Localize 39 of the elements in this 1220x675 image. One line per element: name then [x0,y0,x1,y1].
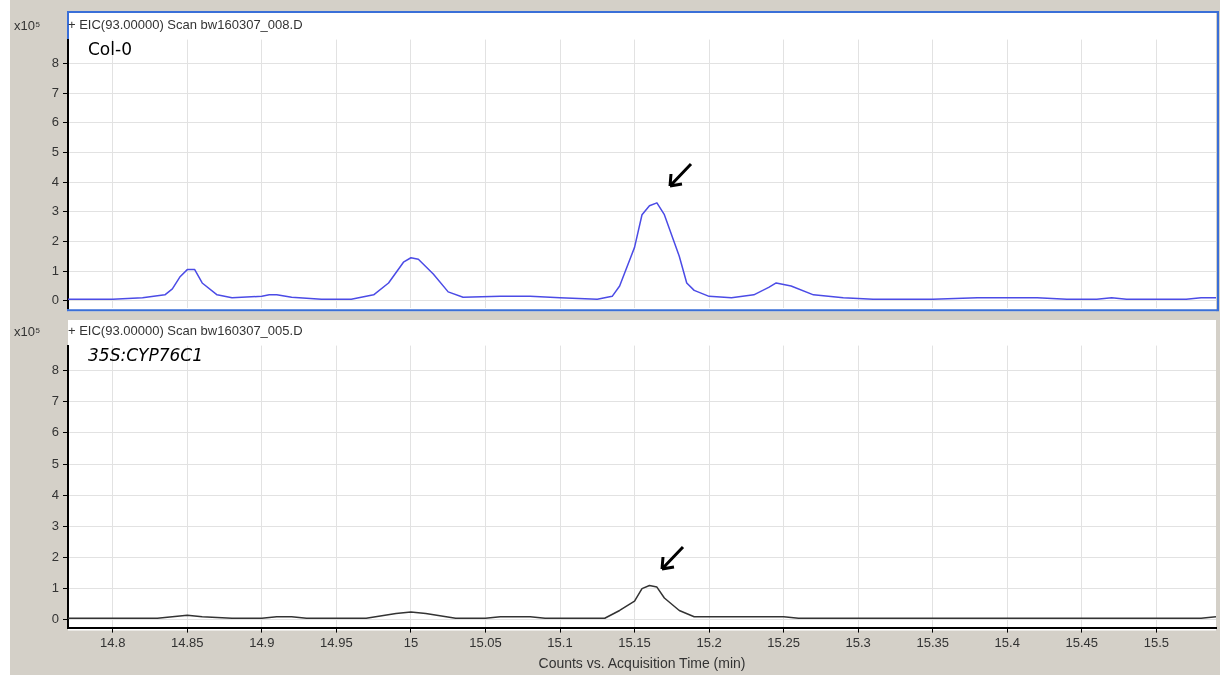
x-tick-label: 15.4 [994,634,1020,650]
y-tick-label: 1 [51,580,59,596]
y-tick-label: 6 [51,114,59,130]
y-tick-label: 2 [51,233,59,248]
annotation: Col-0 [88,38,132,59]
y-tick-label: 0 [51,611,59,627]
y-tick-label: 6 [51,424,59,440]
x-tick-label: 15.5 [1143,634,1170,650]
x-tick-label: 14.95 [320,634,353,650]
y-tick-label: 3 [51,203,59,219]
y-tick-label: 5 [51,143,59,159]
x-tick-label: 15.3 [845,634,871,650]
x-tick-label: 14.8 [100,634,126,650]
x-axis-title: Counts vs. Acquisition Time (min) [538,655,746,672]
y-tick-label: 2 [51,549,59,565]
x-tick-label: 15.35 [916,634,949,650]
chart-title: + EIC(93.00000) Scan bw160307_005.D [68,323,303,339]
y-tick-label: 0 [51,292,59,308]
y-axis-title: x10⁵ [14,18,41,34]
y-tick-label: 7 [51,84,59,100]
x-tick-label: 15 [403,634,419,650]
x-tick-label: 15.45 [1065,634,1099,650]
y-tick-label: 4 [51,486,59,502]
x-tick-label: 14.9 [249,634,275,650]
y-tick-label: 8 [51,54,59,70]
y-axis-title: x10⁵ [14,324,41,340]
y-tick-label: 3 [51,517,59,533]
y-tick-label: 8 [51,362,59,378]
x-tick-label: 15.05 [469,634,502,650]
y-tick-label: 5 [51,455,59,471]
x-tick-label: 14.85 [171,634,204,650]
x-tick-label: 15.2 [696,634,722,650]
x-tick-label: 15.15 [618,634,651,650]
annotation: 35S:CYP76C1 [88,344,203,365]
y-tick-label: 4 [51,173,59,189]
y-tick-label: 7 [51,393,59,409]
x-tick-label: 15.25 [767,634,800,650]
x-tick-label: 15.1 [547,634,573,650]
y-tick-label: 1 [51,262,59,278]
